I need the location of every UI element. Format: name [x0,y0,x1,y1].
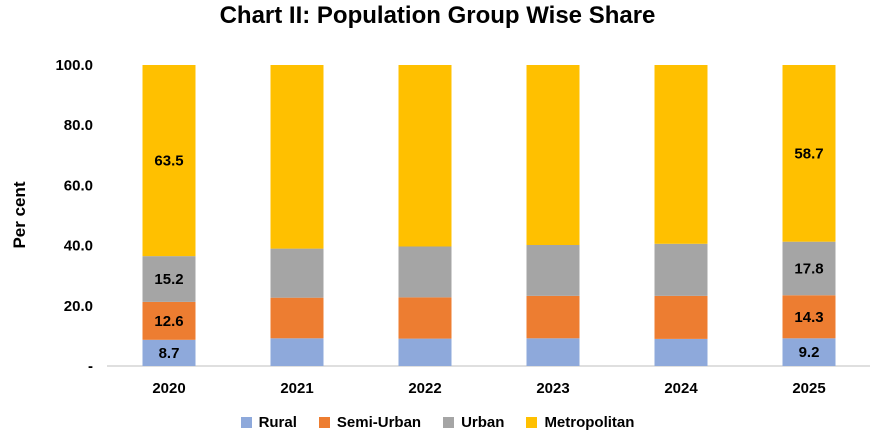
axes: - 20.0 40.0 60.0 80.0 100.0 2020 2021 2022 2023 20… [55,57,870,397]
data-label: 58.7 [794,145,823,162]
legend-swatch [240,417,252,428]
y-tick-label: 80.0 [64,117,93,134]
bar-segment [270,65,324,249]
bar-segment [526,295,580,339]
legend-label: Semi-Urban [336,414,422,431]
bar-segment [782,338,836,366]
legend-item: Metropolitan [526,414,634,431]
bar-segment [270,297,324,339]
legend-item: Urban [443,414,504,431]
bars [142,65,836,366]
y-tick-label: 60.0 [64,177,93,194]
data-label: 12.6 [154,313,183,330]
bar-segment [782,241,836,296]
x-tick-label: 2025 [792,380,825,397]
bar-segment [142,65,196,257]
bar-segment [654,243,708,296]
legend-label: Metropolitan [544,414,635,431]
x-tick-label: 2023 [536,380,569,397]
legend-label: Urban [461,414,505,431]
legend-item: Rural [240,414,297,431]
y-tick-label: 20.0 [64,298,93,315]
data-label: 9.2 [799,344,820,361]
x-tick-label: 2024 [664,380,698,397]
data-label: 15.2 [154,271,183,288]
data-label: 14.3 [794,309,823,326]
y-tick-label: - [88,358,93,375]
bar-segment [654,338,708,366]
legend-swatch [526,417,538,428]
chart-title: Chart II: Population Group Wise Share [219,2,656,29]
bar-segment [398,65,452,247]
x-tick-label: 2020 [152,380,185,397]
bar-segment [142,301,196,340]
bar-segment [526,338,580,366]
bar-segment [782,65,836,242]
y-tick-label: 40.0 [64,238,93,255]
bar-segment [270,338,324,366]
bar-segment [398,338,452,366]
legend-swatch [443,417,455,428]
bar-segment [654,295,708,339]
legend-item: Semi-Urban [318,414,422,431]
x-tick-label: 2022 [408,380,441,397]
bar-segment [142,256,196,302]
data-label: 8.7 [159,345,180,362]
data-label: 63.5 [154,153,183,170]
bar-segment [398,297,452,339]
bar-segment [270,248,324,298]
bar-segment [654,65,708,244]
x-tick-label: 2021 [280,380,313,397]
y-tick-label: 100.0 [55,57,93,74]
y-axis-label: Per cent [10,181,29,248]
bar-segment [526,244,580,296]
bar-segment [526,65,580,245]
bar-segment [398,246,452,298]
bar-segment [782,295,836,339]
legend: Rural Semi-Urban Urban Metropolitan [0,414,875,431]
bar-segment [142,339,196,366]
data-labels: 8.7 12.6 15.2 63.5 9.2 14.3 17.8 58.7 [154,145,823,362]
legend-swatch [318,417,330,428]
legend-label: Rural [258,414,297,431]
data-label: 17.8 [794,260,823,277]
